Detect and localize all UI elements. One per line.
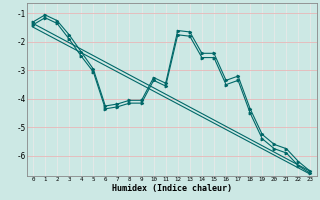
X-axis label: Humidex (Indice chaleur): Humidex (Indice chaleur) (112, 184, 232, 193)
